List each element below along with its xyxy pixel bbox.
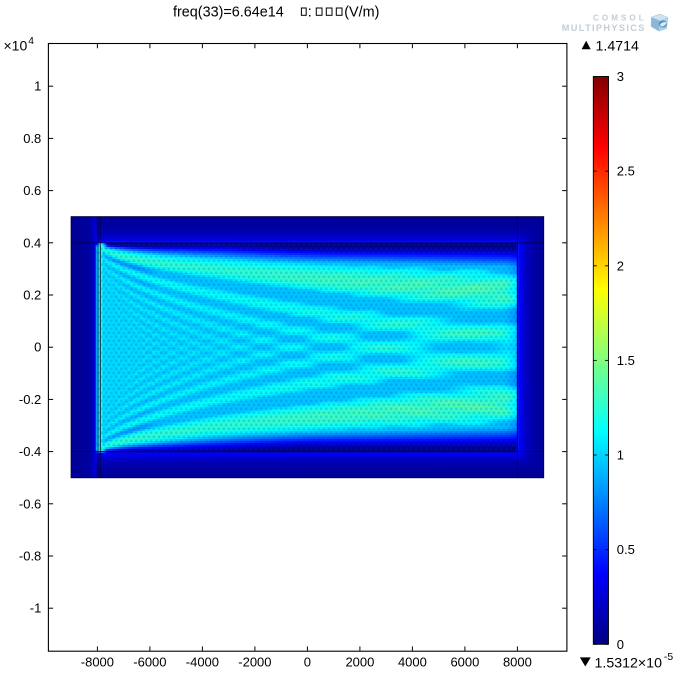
svg-text::: : (308, 5, 312, 21)
svg-text:COMSOL: COMSOL (593, 14, 647, 23)
svg-text:0.4: 0.4 (23, 235, 41, 250)
svg-text:0.8: 0.8 (23, 131, 41, 146)
svg-text:-6000: -6000 (133, 654, 166, 669)
svg-text:3: 3 (617, 69, 624, 84)
svg-text:0: 0 (34, 340, 41, 355)
svg-text:-5: -5 (664, 652, 673, 663)
svg-text:-1: -1 (30, 601, 42, 616)
svg-text:1.5312×10: 1.5312×10 (595, 655, 663, 671)
svg-text:-8000: -8000 (81, 654, 114, 669)
svg-text:freq(33)=6.64e14: freq(33)=6.64e14 (173, 5, 284, 21)
svg-text:-0.2: -0.2 (19, 392, 41, 407)
svg-text:1: 1 (617, 448, 624, 463)
svg-text:(V/m): (V/m) (344, 5, 379, 21)
svg-text:MULTIPHYSICS: MULTIPHYSICS (562, 23, 646, 33)
svg-text:4000: 4000 (398, 654, 427, 669)
svg-text:4: 4 (28, 36, 34, 47)
svg-text:0.5: 0.5 (617, 542, 635, 557)
svg-text:×10: ×10 (4, 38, 28, 54)
svg-text:-0.8: -0.8 (19, 549, 41, 564)
svg-text:0: 0 (617, 637, 624, 652)
svg-text:-0.4: -0.4 (19, 444, 41, 459)
svg-text:2: 2 (617, 258, 624, 273)
svg-text:2000: 2000 (345, 654, 374, 669)
svg-text:0.6: 0.6 (23, 183, 41, 198)
svg-text:-0.6: -0.6 (19, 496, 41, 511)
svg-text:-2000: -2000 (238, 654, 271, 669)
svg-text:0.2: 0.2 (23, 288, 41, 303)
svg-text:2.5: 2.5 (617, 164, 635, 179)
svg-text:1.5: 1.5 (617, 353, 635, 368)
svg-text:1.4714: 1.4714 (596, 38, 640, 54)
svg-text:0: 0 (304, 654, 311, 669)
svg-text:6000: 6000 (450, 654, 479, 669)
svg-text:-4000: -4000 (186, 654, 219, 669)
svg-text:8000: 8000 (503, 654, 532, 669)
svg-text:1: 1 (34, 79, 41, 94)
